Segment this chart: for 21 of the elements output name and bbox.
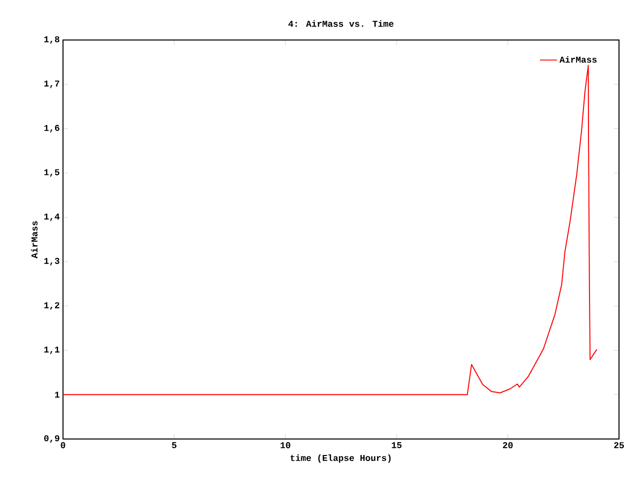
x-tick-label: 20 <box>502 442 513 448</box>
y-tick-label: 1,6 <box>44 124 60 132</box>
y-tick-label: 1,4 <box>44 214 60 222</box>
y-tick-label: 1 <box>55 392 60 398</box>
x-tick-label: 10 <box>280 442 290 448</box>
y-tick-label: 1,1 <box>44 346 60 354</box>
y-tick-label: 1,3 <box>44 258 60 266</box>
x-tick-label: 0 <box>60 442 66 448</box>
y-tick-label: 1,5 <box>44 169 60 177</box>
y-tick-label: 1,2 <box>44 302 60 310</box>
x-tick-label: 25 <box>614 442 624 448</box>
y-tick-label: 1,8 <box>44 36 60 44</box>
line-series <box>63 64 598 396</box>
legend-label: AirMass <box>559 56 597 63</box>
x-tick-label: 15 <box>392 442 402 448</box>
x-axis-title: time (Elapse Hours) <box>290 454 391 463</box>
y-tick-label: 0,9 <box>44 435 60 443</box>
y-axis-title: AirMass <box>30 221 38 258</box>
x-tick-label: 5 <box>172 442 176 448</box>
y-tick-label: 1,7 <box>44 80 60 88</box>
chart-title: 4: AirMass vs. Time <box>288 20 394 27</box>
